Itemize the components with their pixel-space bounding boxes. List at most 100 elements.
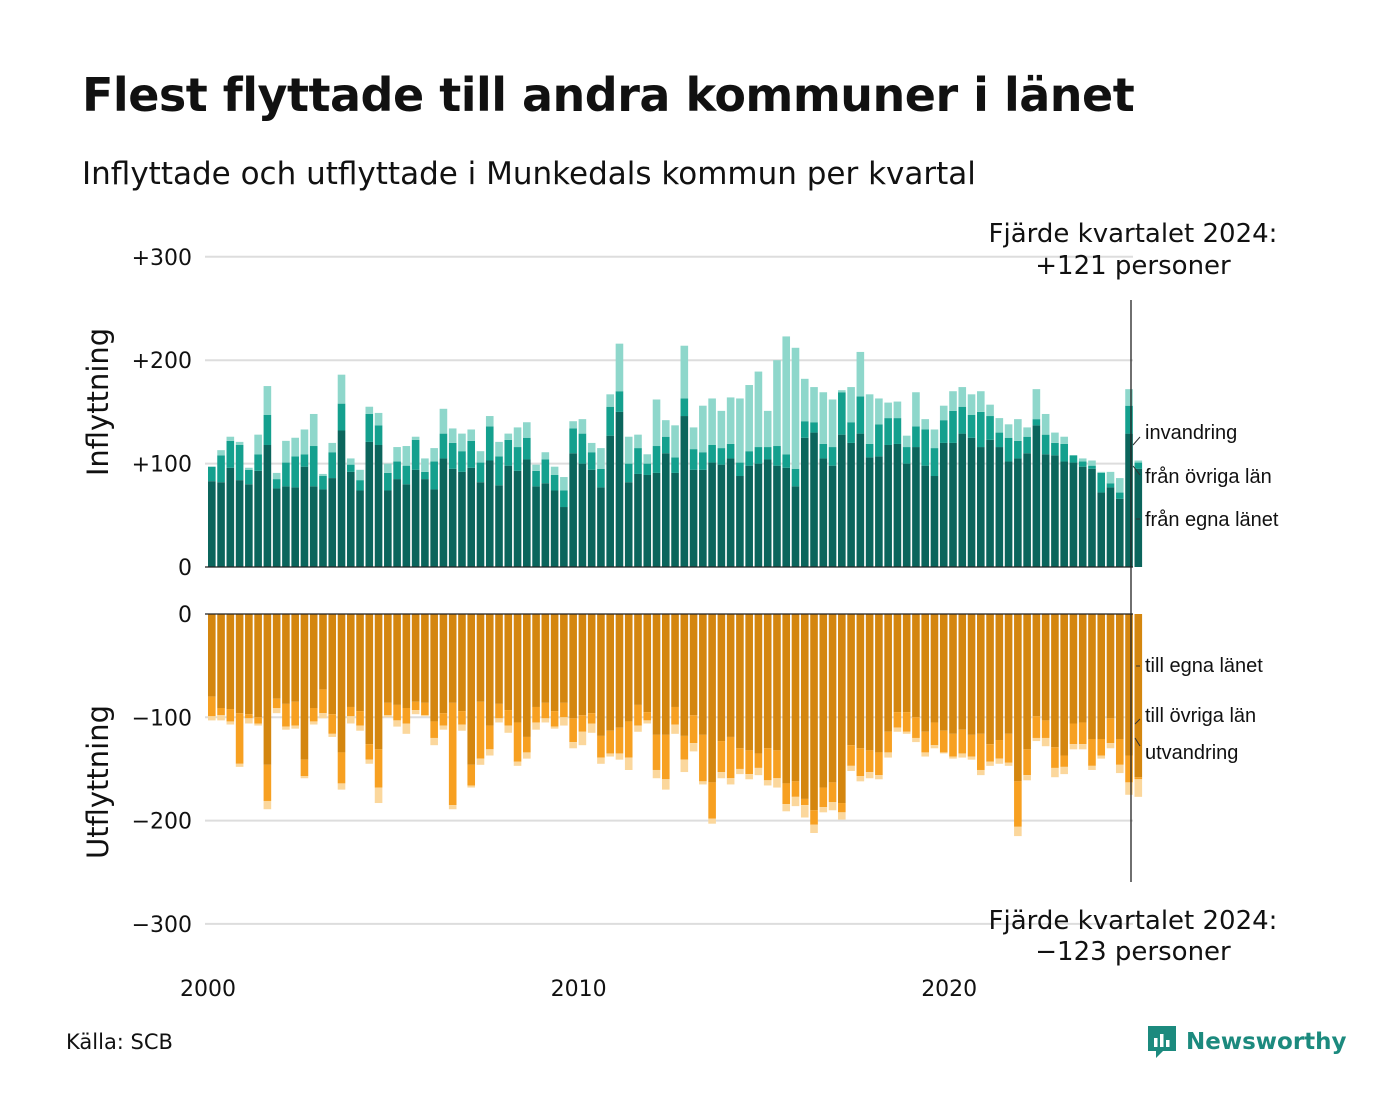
bar-out-till-egna-lanet [1069,614,1078,724]
bar-out-till-egna-lanet [476,614,485,702]
bar-out-till-ovriga-lan [773,750,781,779]
bar-out-till-egna-lanet [1051,614,1059,748]
bar-out-till-ovriga-lan [949,733,957,757]
bar-in-fran-egna-lanet [967,437,976,567]
bar-out-till-ovriga-lan [541,702,550,719]
bar-in-invandring [763,410,772,448]
bar-in-invandring [1125,389,1133,406]
bar-out-till-egna-lanet [309,614,318,708]
bar-in-fran-ovriga-lan [921,429,930,466]
bar-out-till-ovriga-lan [902,712,911,732]
bar-in-fran-ovriga-lan [569,428,577,454]
bar-out-till-ovriga-lan [421,702,429,716]
bar-in-fran-egna-lanet [346,471,355,567]
bar-in-fran-ovriga-lan [745,451,753,466]
bar-in-fran-egna-lanet [208,481,216,567]
bar-in-invandring [467,429,476,441]
bar-out-till-egna-lanet [624,614,633,722]
bar-out-till-egna-lanet [1023,614,1031,750]
bar-in-fran-ovriga-lan [254,454,262,471]
bar-in-invandring [689,427,698,450]
bar-out-till-ovriga-lan [745,750,753,775]
label-till-egna-lanet: till egna länet [1145,655,1263,677]
bar-out-till-ovriga-lan [504,710,513,726]
bar-in-fran-ovriga-lan [930,448,939,477]
bar-out-utvandring [699,781,707,785]
bar-out-utvandring [328,733,337,737]
bar-out-till-egna-lanet [402,614,411,708]
bar-out-till-ovriga-lan [439,713,448,726]
bar-out-utvandring [384,715,392,718]
bar-out-till-ovriga-lan [893,712,902,728]
bar-out-till-egna-lanet [587,614,596,714]
bar-out-till-egna-lanet [1014,614,1022,782]
bar-in-fran-ovriga-lan [495,456,503,486]
bar-in-fran-ovriga-lan [1134,462,1143,469]
bar-out-till-egna-lanet [884,614,892,732]
bar-in-fran-egna-lanet [726,458,735,567]
in-axis-label: Inflyttning [81,328,115,476]
newsworthy-logo-icon [1148,1026,1176,1058]
bar-in-fran-egna-lanet [615,411,624,567]
bar-in-fran-ovriga-lan [393,461,401,480]
bar-in-invandring [939,405,948,421]
bar-out-till-egna-lanet [560,614,568,703]
bar-out-utvandring [995,758,1004,764]
bar-in-fran-egna-lanet [828,465,837,567]
bar-out-utvandring [782,804,791,812]
bar-out-till-egna-lanet [773,614,781,751]
bar-out-till-egna-lanet [652,614,661,735]
bar-out-till-egna-lanet [356,614,364,712]
bar-in-invandring [1134,460,1143,463]
bar-in-invandring [291,437,299,457]
bar-out-till-ovriga-lan [708,782,716,819]
bar-out-till-egna-lanet [291,614,299,702]
bar-out-utvandring [819,807,828,813]
bar-in-fran-ovriga-lan [838,392,846,435]
bar-out-utvandring [337,783,346,790]
bar-in-invandring [319,473,327,477]
bar-out-till-ovriga-lan [485,725,494,750]
bar-in-invandring [578,419,587,434]
bar-out-till-egna-lanet [680,614,689,736]
bar-in-fran-ovriga-lan [1023,436,1031,454]
bar-out-utvandring [578,731,587,746]
in-y-tick-label: +300 [132,246,192,271]
bar-out-till-egna-lanet [439,614,448,714]
bar-out-till-egna-lanet [634,614,642,705]
x-tick-label: 2000 [180,977,236,1002]
bar-in-fran-ovriga-lan [939,420,948,443]
bar-in-invandring [263,386,272,415]
bar-in-fran-ovriga-lan [448,442,457,469]
bar-out-till-egna-lanet [597,614,605,736]
bar-in-fran-egna-lanet [235,480,244,567]
bar-out-utvandring [680,759,689,773]
bar-out-till-egna-lanet [374,614,383,750]
bar-in-fran-ovriga-lan [263,415,272,445]
bar-in-fran-egna-lanet [893,443,902,567]
bar-out-utvandring [1060,766,1068,775]
bar-in-fran-egna-lanet [217,482,225,567]
bar-in-fran-egna-lanet [328,478,337,567]
bar-in-fran-egna-lanet [995,447,1004,567]
bar-out-utvandring [912,737,920,743]
bar-out-utvandring [245,718,253,724]
bar-out-utvandring [374,787,383,804]
bar-out-till-egna-lanet [1115,614,1124,739]
bar-out-till-ovriga-lan [680,735,689,760]
bar-in-fran-egna-lanet [912,447,920,567]
bar-in-fran-egna-lanet [717,464,726,567]
bar-out-till-egna-lanet [448,614,457,703]
bar-in-fran-ovriga-lan [300,454,309,467]
bar-out-utvandring [736,768,744,775]
bar-out-utvandring [652,769,661,779]
bar-in-fran-egna-lanet [485,460,494,567]
bar-out-till-ovriga-lan [254,717,262,724]
bar-in-fran-ovriga-lan [773,446,781,466]
bar-in-invandring [634,434,642,449]
bar-out-till-ovriga-lan [717,741,726,773]
bar-out-till-ovriga-lan [800,798,809,806]
bar-out-utvandring [1097,755,1106,759]
bar-out-till-ovriga-lan [912,717,920,738]
leader-till-ovriga-lan [1134,718,1141,725]
